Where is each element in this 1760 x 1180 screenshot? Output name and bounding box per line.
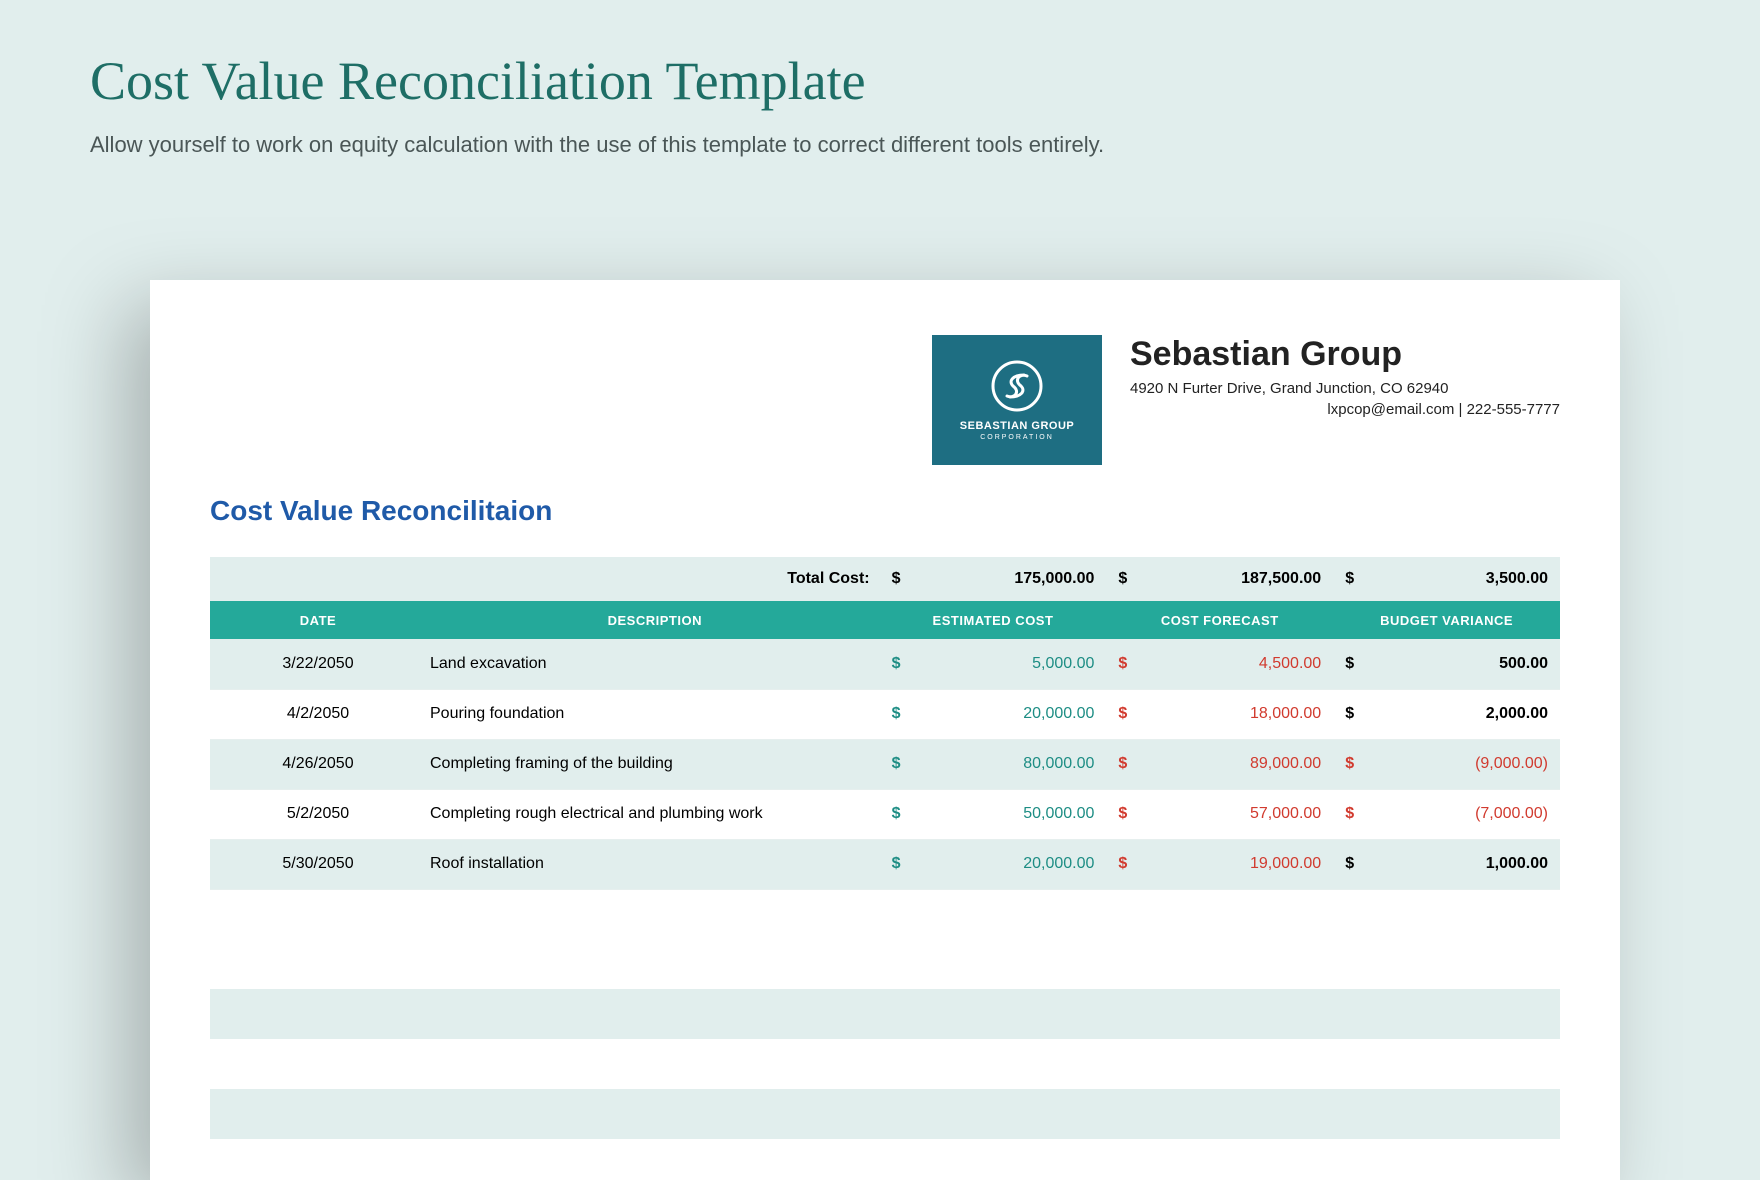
cell-forecast: $19,000.00 xyxy=(1106,840,1333,889)
totals-row: Total Cost: $175,000.00 $187,500.00 $3,5… xyxy=(210,557,1560,601)
cell-estimated: $5,000.00 xyxy=(880,639,1107,689)
logo-sub: CORPORATION xyxy=(980,434,1054,441)
empty-row xyxy=(210,939,1560,989)
cell-date: 3/22/2050 xyxy=(210,639,426,689)
spreadsheet: SEBASTIAN GROUP CORPORATION Sebastian Gr… xyxy=(150,280,1620,1180)
cell-description: Pouring foundation xyxy=(426,689,880,739)
company-header: SEBASTIAN GROUP CORPORATION Sebastian Gr… xyxy=(210,335,1560,465)
empty-row xyxy=(210,1089,1560,1139)
logo-mark-icon xyxy=(991,360,1043,412)
cell-variance: $1,000.00 xyxy=(1333,840,1560,889)
logo-name: SEBASTIAN GROUP xyxy=(960,420,1074,432)
cell-description: Roof installation xyxy=(426,839,880,889)
cell-variance: $(9,000.00) xyxy=(1333,740,1560,789)
col-date: DATE xyxy=(210,601,426,639)
table-row: 4/2/2050Pouring foundation$20,000.00$18,… xyxy=(210,689,1560,739)
table-row: 4/26/2050Completing framing of the build… xyxy=(210,739,1560,789)
cell-date: 4/2/2050 xyxy=(210,689,426,739)
table-row: 5/2/2050Completing rough electrical and … xyxy=(210,789,1560,839)
cell-variance: $500.00 xyxy=(1333,639,1560,689)
cell-estimated: $80,000.00 xyxy=(880,740,1107,789)
cell-description: Completing framing of the building xyxy=(426,739,880,789)
cell-estimated: $50,000.00 xyxy=(880,790,1107,839)
page-title: Cost Value Reconciliation Template xyxy=(0,0,1760,112)
cell-estimated: $20,000.00 xyxy=(880,690,1107,739)
company-address: 4920 N Furter Drive, Grand Junction, CO … xyxy=(1130,380,1560,397)
empty-row xyxy=(210,1039,1560,1089)
column-headers: DATE DESCRIPTION ESTIMATED COST COST FOR… xyxy=(210,601,1560,639)
page-subtitle: Allow yourself to work on equity calcula… xyxy=(0,112,1760,158)
cell-variance: $2,000.00 xyxy=(1333,690,1560,739)
cell-date: 4/26/2050 xyxy=(210,739,426,789)
totals-label: Total Cost: xyxy=(210,557,880,601)
reconciliation-table: Total Cost: $175,000.00 $187,500.00 $3,5… xyxy=(210,557,1560,1139)
company-logo: SEBASTIAN GROUP CORPORATION xyxy=(932,335,1102,465)
cell-forecast: $57,000.00 xyxy=(1106,790,1333,839)
col-variance: BUDGET VARIANCE xyxy=(1333,601,1560,639)
cell-forecast: $18,000.00 xyxy=(1106,690,1333,739)
company-contact: lxpcop@email.com | 222-555-7777 xyxy=(1130,401,1560,418)
total-variance: $3,500.00 xyxy=(1333,557,1560,601)
total-forecast: $187,500.00 xyxy=(1106,557,1333,601)
cell-estimated: $20,000.00 xyxy=(880,840,1107,889)
cell-description: Land excavation xyxy=(426,639,880,689)
col-description: DESCRIPTION xyxy=(426,601,880,639)
cell-forecast: $4,500.00 xyxy=(1106,639,1333,689)
document-title: Cost Value Reconcilitaion xyxy=(210,495,1560,527)
cell-date: 5/2/2050 xyxy=(210,789,426,839)
company-info: Sebastian Group 4920 N Furter Drive, Gra… xyxy=(1130,335,1560,418)
cell-description: Completing rough electrical and plumbing… xyxy=(426,789,880,839)
total-estimated: $175,000.00 xyxy=(880,557,1107,601)
table-row: 3/22/2050Land excavation$5,000.00$4,500.… xyxy=(210,639,1560,689)
spreadsheet-card: SEBASTIAN GROUP CORPORATION Sebastian Gr… xyxy=(150,280,1620,1180)
cell-variance: $(7,000.00) xyxy=(1333,790,1560,839)
cell-date: 5/30/2050 xyxy=(210,839,426,889)
cell-forecast: $89,000.00 xyxy=(1106,740,1333,789)
table-row: 5/30/2050Roof installation$20,000.00$19,… xyxy=(210,839,1560,889)
empty-row xyxy=(210,989,1560,1039)
col-forecast: COST FORECAST xyxy=(1106,601,1333,639)
col-estimated: ESTIMATED COST xyxy=(880,601,1107,639)
company-name: Sebastian Group xyxy=(1130,335,1560,374)
empty-row xyxy=(210,889,1560,939)
